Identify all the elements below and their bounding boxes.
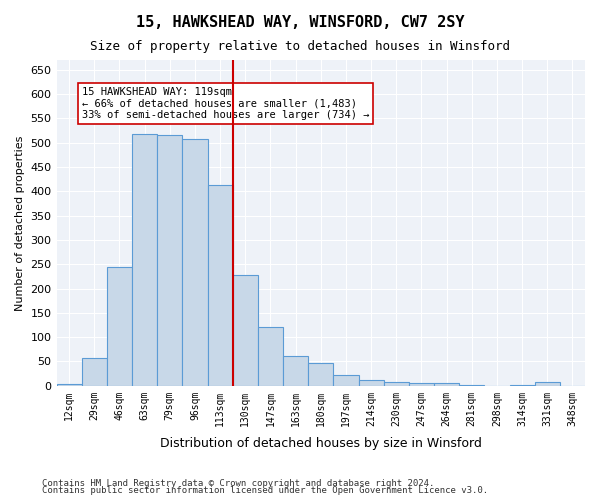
Bar [283,356,308,386]
Text: 15, HAWKSHEAD WAY, WINSFORD, CW7 2SY: 15, HAWKSHEAD WAY, WINSFORD, CW7 2SY [136,15,464,30]
Bar [334,375,359,386]
Text: Contains public sector information licensed under the Open Government Licence v3: Contains public sector information licen… [42,486,488,495]
Text: Size of property relative to detached houses in Winsford: Size of property relative to detached ho… [90,40,510,53]
Bar [535,382,560,386]
Text: Contains HM Land Registry data © Crown copyright and database right 2024.: Contains HM Land Registry data © Crown c… [42,478,434,488]
X-axis label: Distribution of detached houses by size in Winsford: Distribution of detached houses by size … [160,437,482,450]
Bar [308,363,334,386]
Bar [107,266,132,386]
Bar [359,380,383,386]
Bar [56,384,82,386]
Bar [409,383,434,386]
Bar [383,382,409,386]
Bar [182,139,208,386]
Bar [459,385,484,386]
Text: 15 HAWKSHEAD WAY: 119sqm
← 66% of detached houses are smaller (1,483)
33% of sem: 15 HAWKSHEAD WAY: 119sqm ← 66% of detach… [82,86,369,120]
Bar [233,275,258,386]
Bar [82,358,107,386]
Y-axis label: Number of detached properties: Number of detached properties [15,135,25,310]
Bar [132,134,157,386]
Bar [434,383,459,386]
Bar [208,186,233,386]
Bar [157,135,182,386]
Bar [258,328,283,386]
